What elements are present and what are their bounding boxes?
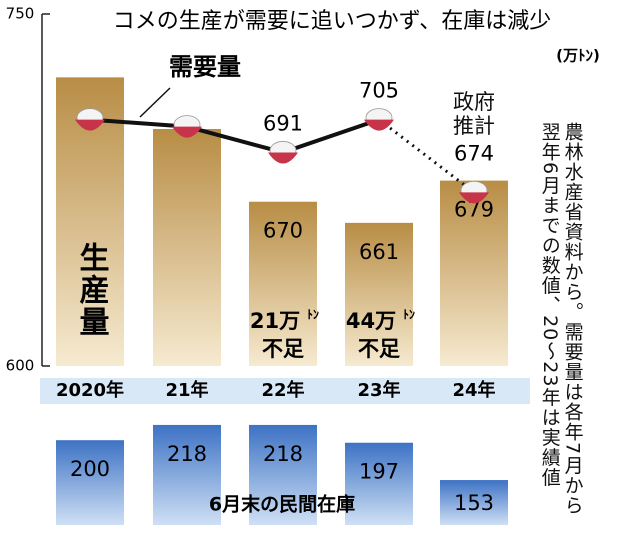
bar [345, 222, 413, 366]
bar [249, 201, 317, 366]
line-estimate [378, 118, 475, 194]
value-label: 705 [359, 79, 399, 103]
x-tick-label: 22年 [261, 379, 304, 401]
line [89, 117, 380, 155]
bowl [172, 126, 202, 138]
marker [75, 108, 105, 131]
category-band [40, 378, 530, 404]
x-tick-label: 21年 [165, 379, 208, 401]
value-label: 691 [263, 111, 303, 135]
shortage-unit: ﾄﾝ [307, 308, 319, 322]
stock-label: 6月末の民間在庫 [209, 493, 355, 516]
bar [345, 442, 413, 525]
value-label: 674 [454, 141, 494, 165]
value-label: 200 [70, 457, 110, 481]
chart-title: コメの生産が需要に追いつかず、在庫は減少 [113, 9, 551, 34]
bowl [268, 152, 298, 164]
value-label: 670 [263, 219, 303, 243]
bar [249, 424, 317, 525]
bar [56, 440, 124, 525]
x-tick-label: 24年 [452, 379, 495, 401]
marker [268, 141, 298, 164]
bar [153, 128, 221, 366]
marker [364, 108, 394, 131]
bar [440, 480, 508, 525]
stock-plot: 200 218 218 197 153 [56, 424, 508, 525]
shortage-unit: ﾄﾝ [403, 308, 415, 322]
value-label: 661 [359, 240, 399, 264]
y-tick-label: 600 [6, 357, 35, 375]
value-label: 218 [167, 442, 207, 466]
shortage-word: 不足 [358, 337, 400, 361]
value-label: 153 [454, 491, 494, 515]
unit: (万ﾄﾝ) [556, 47, 600, 65]
shortage-amount: 44万 [346, 309, 396, 333]
x-tick-label: 23年 [357, 379, 400, 401]
shortage-word: 不足 [262, 337, 304, 361]
bowl [75, 119, 105, 131]
series-label: 需要量 [169, 53, 241, 81]
value-label: 197 [359, 460, 399, 484]
bar [153, 424, 221, 525]
y-tick-label: 750 [6, 5, 35, 23]
source-note: 農林水産省資料から。需要量は各年7月から翌年6月までの数値、20～23年は実績値 [538, 122, 584, 516]
estimate-note: 政府推計 [453, 90, 495, 139]
marker [172, 115, 202, 138]
marker [459, 180, 489, 204]
pointer [139, 87, 171, 118]
bar [440, 180, 508, 366]
x-tick-label: 2020年 [56, 379, 124, 401]
shortage-amount: 21万 [250, 309, 300, 333]
bowl [364, 119, 394, 131]
value-label: 218 [263, 442, 303, 466]
bowl [459, 192, 489, 204]
series-label: 生産量 [74, 242, 110, 338]
